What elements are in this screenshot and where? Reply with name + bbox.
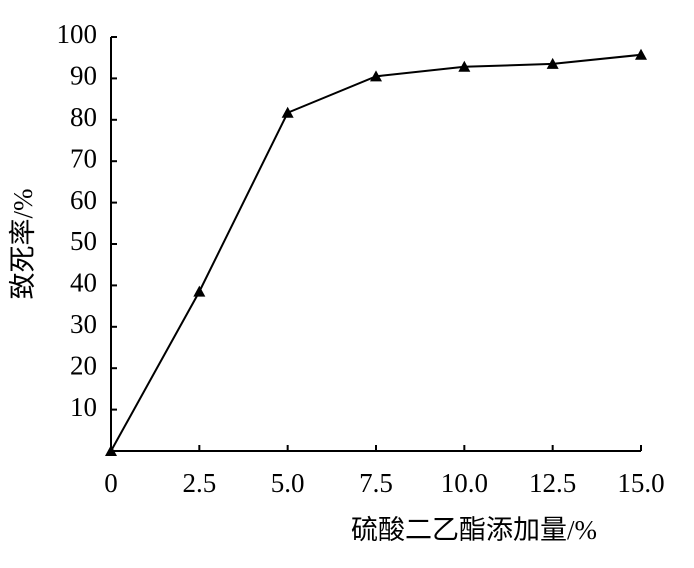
y-tick-label: 100 xyxy=(57,19,98,49)
y-tick-label: 30 xyxy=(70,309,97,339)
marker xyxy=(546,57,559,69)
x-tick-label: 15.0 xyxy=(617,468,664,498)
y-tick-label: 80 xyxy=(70,102,97,132)
x-tick-label: 2.5 xyxy=(182,468,216,498)
data-line xyxy=(110,53,642,452)
y-tick-label: 10 xyxy=(70,392,97,422)
y-axis-label: 致死率/% xyxy=(8,189,38,300)
x-tick-label: 12.5 xyxy=(529,468,576,498)
y-tick-label: 90 xyxy=(70,61,97,91)
y-tick-label: 70 xyxy=(70,143,97,173)
x-tick-label: 7.5 xyxy=(359,468,393,498)
marker xyxy=(281,106,294,118)
y-tick-label: 20 xyxy=(70,350,97,380)
y-tick-label: 40 xyxy=(70,268,97,298)
x-axis-label: 硫酸二乙酯添加量/% xyxy=(351,515,597,545)
x-tick-label: 10.0 xyxy=(441,468,488,498)
marker xyxy=(370,70,382,82)
marker xyxy=(193,285,206,297)
marker xyxy=(635,48,647,60)
x-tick-label: 0 xyxy=(104,468,118,498)
marker xyxy=(105,445,117,456)
y-tick-label: 50 xyxy=(70,226,97,256)
y-tick-label: 60 xyxy=(70,185,97,215)
x-tick-label: 5.0 xyxy=(271,468,305,498)
marker xyxy=(458,60,471,72)
